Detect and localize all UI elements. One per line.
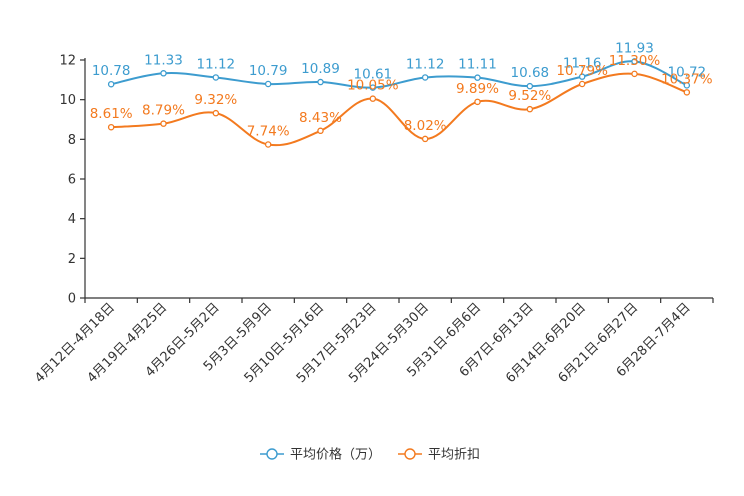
legend-label: 平均价格（万） (290, 447, 381, 463)
data-label-1: 11.16 (563, 56, 602, 72)
y-tick-label: 12 (59, 54, 76, 69)
legend-item-1[interactable]: 平均价格（万） (260, 447, 381, 463)
series-line-1 (110, 60, 688, 89)
data-label-2: 8.61% (90, 106, 133, 122)
data-label-1: 11.33 (144, 52, 183, 68)
y-tick-label: 4 (68, 212, 76, 227)
data-point-1[interactable] (631, 58, 638, 65)
legend-marker-icon (404, 448, 416, 460)
data-label-1: 10.68 (511, 65, 550, 81)
data-label-2: 9.32% (194, 92, 237, 108)
data-label-2: 7.74% (247, 123, 290, 139)
data-label-1: 11.12 (197, 56, 236, 72)
data-label-2: 8.02% (404, 118, 447, 134)
data-point-2[interactable] (264, 141, 272, 148)
data-point-2[interactable] (369, 95, 377, 102)
data-label-2: 9.89% (456, 81, 499, 97)
data-point-1[interactable] (578, 73, 586, 80)
y-tick-label: 2 (68, 252, 76, 267)
data-label-1: 10.72 (668, 64, 707, 80)
axes: 0246810124月12日-4月18日4月19日-4月25日4月26日-5月2… (32, 54, 714, 386)
data-point-1[interactable] (160, 70, 167, 77)
data-point-2[interactable] (631, 70, 638, 78)
y-tick-label: 10 (59, 93, 76, 108)
data-label-2: 8.79% (142, 103, 185, 119)
data-point-1[interactable] (317, 78, 324, 86)
legend-marker-icon (266, 448, 278, 460)
y-tick-label: 6 (68, 173, 76, 188)
data-label-2: 8.43% (299, 110, 342, 126)
data-label-2: 11.30% (609, 53, 661, 69)
data-label-2: 10.05% (347, 78, 399, 94)
data-point-2[interactable] (578, 80, 586, 88)
data-point-2[interactable] (421, 135, 429, 143)
data-label-1: 10.78 (92, 63, 131, 79)
data-point-1[interactable] (474, 74, 481, 81)
series-line-2 (111, 72, 688, 147)
series-points (107, 58, 691, 148)
data-label-1: 10.79 (249, 63, 288, 79)
data-label-1: 11.12 (406, 56, 445, 72)
data-label-1: 10.61 (354, 67, 393, 83)
y-tick-label: 8 (68, 133, 76, 148)
data-label-1: 11.93 (615, 40, 654, 56)
data-point-2[interactable] (526, 105, 534, 113)
legend-item-2[interactable]: 平均折扣 (398, 448, 480, 463)
y-tick-label: 0 (68, 292, 76, 307)
legend-label: 平均折扣 (428, 448, 480, 463)
data-point-1[interactable] (369, 84, 377, 91)
data-point-2[interactable] (683, 89, 691, 96)
legend[interactable]: 平均价格（万） 平均折扣 (260, 447, 480, 463)
data-point-1[interactable] (107, 80, 115, 88)
data-label-2: 10.79% (556, 63, 608, 79)
data-labels: 10.78 11.33 11.12 10.79 10.89 10.61 11.12 11.11… (90, 40, 713, 139)
data-point-2[interactable] (474, 98, 481, 106)
data-point-1[interactable] (421, 74, 429, 81)
data-point-2[interactable] (160, 120, 167, 127)
data-point-1[interactable] (526, 82, 534, 90)
data-label-2: 9.52% (508, 88, 551, 104)
data-label-1: 10.89 (301, 61, 340, 77)
data-point-1[interactable] (212, 74, 220, 81)
data-label-2: 10.37% (661, 71, 713, 87)
data-label-1: 11.11 (458, 57, 497, 73)
data-point-2[interactable] (317, 127, 324, 135)
data-point-1[interactable] (264, 80, 272, 88)
data-point-1[interactable] (683, 82, 691, 89)
data-point-2[interactable] (212, 109, 220, 117)
data-point-2[interactable] (107, 123, 115, 131)
